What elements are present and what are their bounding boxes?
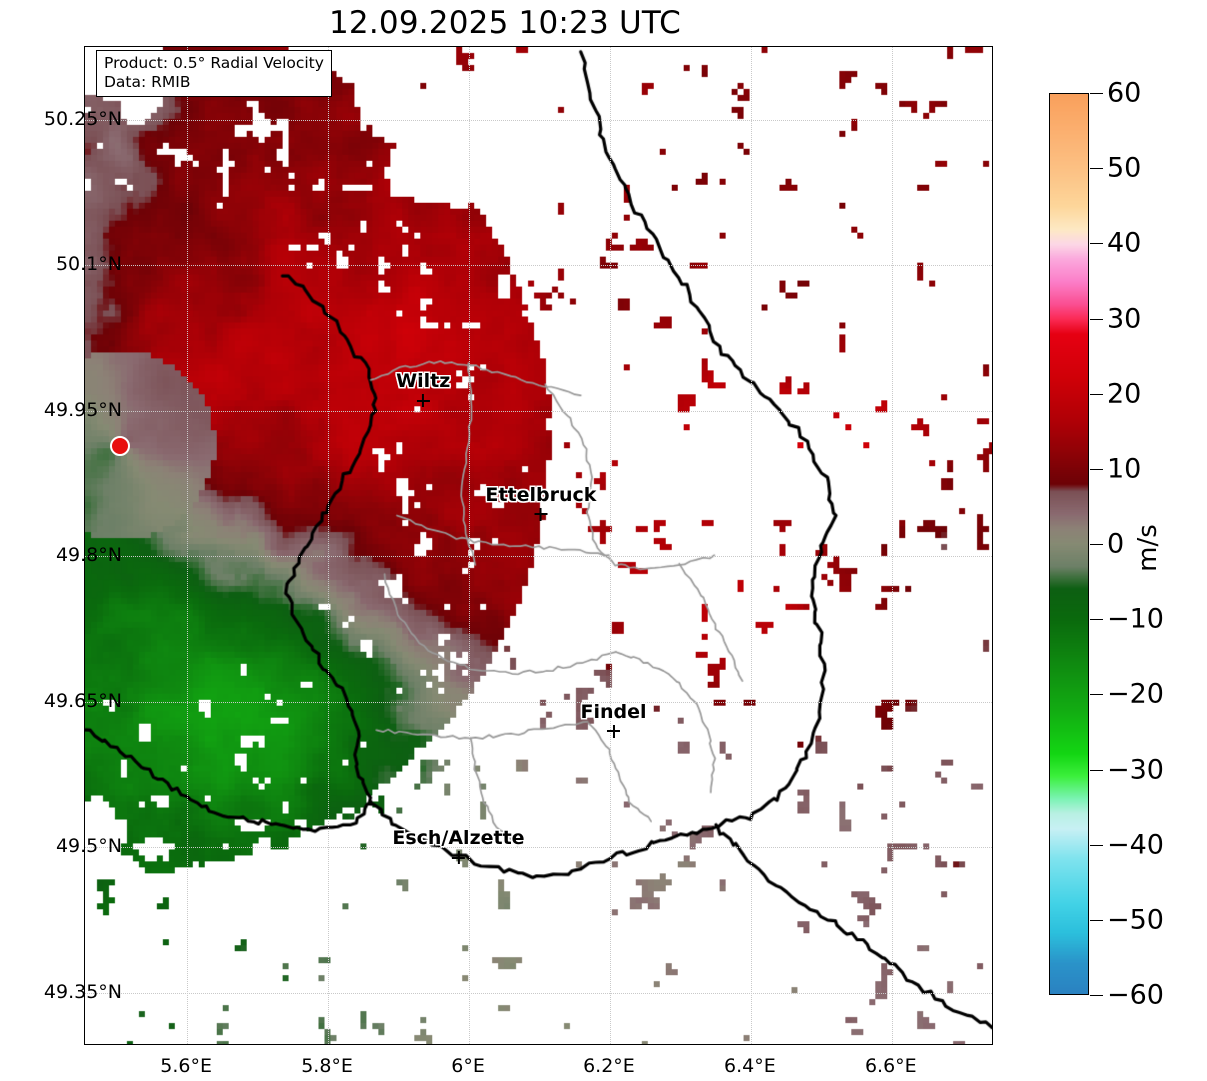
colorbar-tick-label-8: −20 bbox=[1107, 678, 1164, 710]
city-marker-wiltz: Wiltz bbox=[396, 370, 451, 408]
lat-tick-label-1: 50.1°N bbox=[55, 253, 122, 276]
city-cross-icon bbox=[606, 724, 620, 738]
figure-title: 12.09.2025 10:23 UTC bbox=[329, 5, 681, 41]
lat-tick-label-0: 50.25°N bbox=[43, 107, 122, 130]
lon-tick-label-2: 6°E bbox=[451, 1055, 485, 1077]
city-marker-esch-alzette: Esch/Alzette bbox=[392, 827, 525, 865]
gridline-horizontal-1 bbox=[85, 265, 992, 267]
map-plot-area[interactable]: Wiltz Ettelbruck Findel Esch/Alzette Produc… bbox=[84, 46, 993, 1045]
colorbar-tick-label-10: −40 bbox=[1107, 829, 1164, 861]
lon-tick-label-0: 5.6°E bbox=[160, 1055, 213, 1077]
gridline-horizontal-2 bbox=[85, 410, 992, 412]
gridline-horizontal-5 bbox=[85, 847, 992, 849]
colorbar-tick-6 bbox=[1090, 544, 1103, 545]
data-source-line: Data: RMIB bbox=[104, 73, 191, 91]
gridline-vertical-0 bbox=[187, 47, 189, 1044]
gridline-horizontal-3 bbox=[85, 556, 992, 558]
colorbar-tick-9 bbox=[1090, 769, 1103, 771]
colorbar-tick-label-9: −30 bbox=[1107, 754, 1164, 785]
lat-tick-label-2: 49.95°N bbox=[43, 398, 122, 421]
colorbar-tick-label-12: −60 bbox=[1107, 979, 1164, 1011]
colorbar-tick-label-5: 10 bbox=[1107, 453, 1142, 485]
colorbar-tick-0 bbox=[1090, 93, 1103, 94]
gridline-vertical-1 bbox=[328, 47, 330, 1044]
radar-reflectivity-canvas bbox=[85, 47, 992, 1044]
lat-tick-label-3: 49.8°N bbox=[55, 544, 122, 567]
lat-tick-label-5: 49.5°N bbox=[55, 835, 122, 858]
colorbar-tick-1 bbox=[1090, 168, 1103, 170]
colorbar-tick-4 bbox=[1090, 393, 1103, 395]
colorbar-tick-3 bbox=[1090, 318, 1103, 320]
city-marker-ettelbruck: Ettelbruck bbox=[485, 483, 597, 521]
city-cross-icon bbox=[534, 507, 548, 521]
colorbar: 60 50 40 30 20 10 0 −10 −20 −30 −40 −50 −60 bbox=[1049, 80, 1164, 1009]
product-line: Product: 0.5° Radial Velocity bbox=[104, 54, 324, 72]
colorbar-tick-label-6: 0 bbox=[1107, 528, 1125, 560]
gridline-vertical-2 bbox=[469, 47, 471, 1044]
colorbar-tick-label-7: −10 bbox=[1107, 603, 1164, 635]
colorbar-tick-12 bbox=[1090, 995, 1103, 996]
colorbar-tick-10 bbox=[1090, 844, 1103, 846]
colorbar-tick-label-3: 30 bbox=[1107, 303, 1142, 334]
gridline-vertical-5 bbox=[891, 47, 893, 1044]
city-label: Ettelbruck bbox=[485, 483, 597, 506]
colorbar-tick-label-1: 50 bbox=[1107, 152, 1142, 184]
gridline-horizontal-6 bbox=[85, 992, 992, 994]
colorbar-tick-label-4: 20 bbox=[1107, 378, 1142, 410]
lat-tick-label-4: 49.65°N bbox=[43, 689, 122, 712]
colorbar-canvas bbox=[1050, 94, 1088, 994]
lon-tick-label-3: 6.2°E bbox=[583, 1055, 635, 1077]
lon-tick-label-5: 6.6°E bbox=[864, 1055, 917, 1077]
city-label: Esch/Alzette bbox=[392, 827, 525, 850]
city-marker-findel: Findel bbox=[580, 700, 647, 738]
colorbar-tick-5 bbox=[1090, 468, 1103, 470]
radar-site-marker bbox=[110, 435, 131, 456]
city-label: Wiltz bbox=[396, 370, 451, 393]
lon-tick-label-4: 6.4°E bbox=[724, 1055, 776, 1077]
colorbar-tick-label-0: 60 bbox=[1107, 77, 1142, 109]
colorbar-tick-7 bbox=[1090, 619, 1103, 621]
gridline-vertical-4 bbox=[750, 47, 752, 1044]
city-cross-icon bbox=[416, 394, 430, 408]
colorbar-tick-8 bbox=[1090, 694, 1103, 696]
gridline-horizontal-0 bbox=[85, 119, 992, 121]
colorbar-tick-label-2: 40 bbox=[1107, 227, 1142, 259]
lat-tick-label-6: 49.35°N bbox=[43, 980, 122, 1003]
colorbar-gradient bbox=[1049, 93, 1089, 995]
colorbar-tick-11 bbox=[1090, 919, 1103, 921]
gridline-horizontal-4 bbox=[85, 701, 992, 703]
colorbar-unit-label: m/s bbox=[1133, 524, 1163, 572]
product-info-box: Product: 0.5° Radial Velocity Data: RMIB bbox=[96, 50, 332, 97]
gridline-vertical-3 bbox=[609, 47, 611, 1044]
colorbar-tick-2 bbox=[1090, 243, 1103, 245]
colorbar-tick-label-11: −50 bbox=[1107, 904, 1164, 936]
lon-tick-label-1: 5.8°E bbox=[301, 1055, 353, 1077]
city-cross-icon bbox=[451, 851, 465, 865]
city-label: Findel bbox=[580, 700, 647, 723]
